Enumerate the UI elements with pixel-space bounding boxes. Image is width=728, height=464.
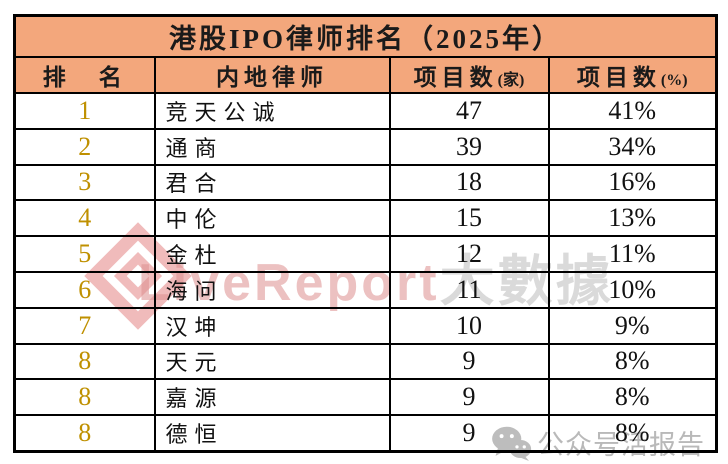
pct-cell: 8% [547,342,718,381]
col-header-firm: 内地律师 [153,56,391,94]
table-row: 7 汉坤 10 9% [13,306,718,345]
count-cell: 12 [388,235,550,273]
pct-cell: 8% [547,378,718,417]
table-title-row: 港股IPO律师排名（2025年） [13,14,718,58]
pct-cell: 10% [547,270,718,309]
table-row: 4 中伦 15 13% [13,199,718,238]
firm-cell: 君合 [153,163,391,202]
col-header-suffix: (家) [497,72,525,89]
table-row: 8 德恒 9 8% [13,414,718,453]
col-header-label: 内地律师 [216,65,328,90]
rank-cell: 3 [13,163,156,202]
table-row: 6 海问 11 10% [13,270,718,309]
rank-cell: 8 [13,342,156,381]
table-row: 3 君合 18 16% [13,163,718,202]
col-header-label: 项目数 [413,65,498,90]
ipo-lawyer-ranking-table: 港股IPO律师排名（2025年） 排 名 内地律师 项目数(家) 项目数(%) … [13,14,719,453]
count-cell: 9 [388,342,550,381]
count-cell: 9 [388,378,550,417]
pct-cell: 8% [547,414,718,453]
pct-cell: 13% [547,199,718,238]
pct-cell: 41% [547,92,718,130]
count-cell: 11 [388,270,550,309]
count-cell: 9 [388,414,550,453]
col-header-suffix: (%) [660,72,688,89]
count-cell: 39 [388,127,550,166]
firm-cell: 德恒 [153,414,391,453]
count-cell: 47 [388,92,550,130]
pct-cell: 11% [547,235,718,273]
rank-cell: 8 [13,378,156,417]
col-header-pct: 项目数(%) [547,56,718,94]
firm-cell: 嘉源 [153,378,391,417]
rank-cell: 4 [13,199,156,238]
firm-cell: 中伦 [153,199,391,238]
firm-cell: 通商 [153,127,391,166]
col-header-rank: 排 名 [13,56,156,94]
table-title: 港股IPO律师排名（2025年） [13,14,718,58]
table-row: 8 天元 9 8% [13,342,718,381]
rank-cell: 2 [13,127,156,166]
rank-cell: 6 [13,270,156,309]
rank-cell: 8 [13,414,156,453]
table-row: 8 嘉源 9 8% [13,378,718,417]
rank-cell: 7 [13,306,156,345]
firm-cell: 汉坤 [153,306,391,345]
pct-cell: 9% [547,306,718,345]
rank-cell: 5 [13,235,156,273]
count-cell: 15 [388,199,550,238]
table-row: 5 金杜 12 11% [13,235,718,273]
rank-cell: 1 [13,92,156,130]
count-cell: 10 [388,306,550,345]
firm-cell: 金杜 [153,235,391,273]
col-header-count: 项目数(家) [388,56,550,94]
firm-cell: 天元 [153,342,391,381]
firm-cell: 海问 [153,270,391,309]
firm-cell: 竞天公诚 [153,92,391,130]
pct-cell: 16% [547,163,718,202]
table-row: 1 竞天公诚 47 41% [13,92,718,130]
col-header-label: 排 名 [42,65,127,90]
col-header-label: 项目数 [576,65,661,90]
table-row: 2 通商 39 34% [13,127,718,166]
table-header-row: 排 名 内地律师 项目数(家) 项目数(%) [13,56,718,94]
pct-cell: 34% [547,127,718,166]
count-cell: 18 [388,163,550,202]
